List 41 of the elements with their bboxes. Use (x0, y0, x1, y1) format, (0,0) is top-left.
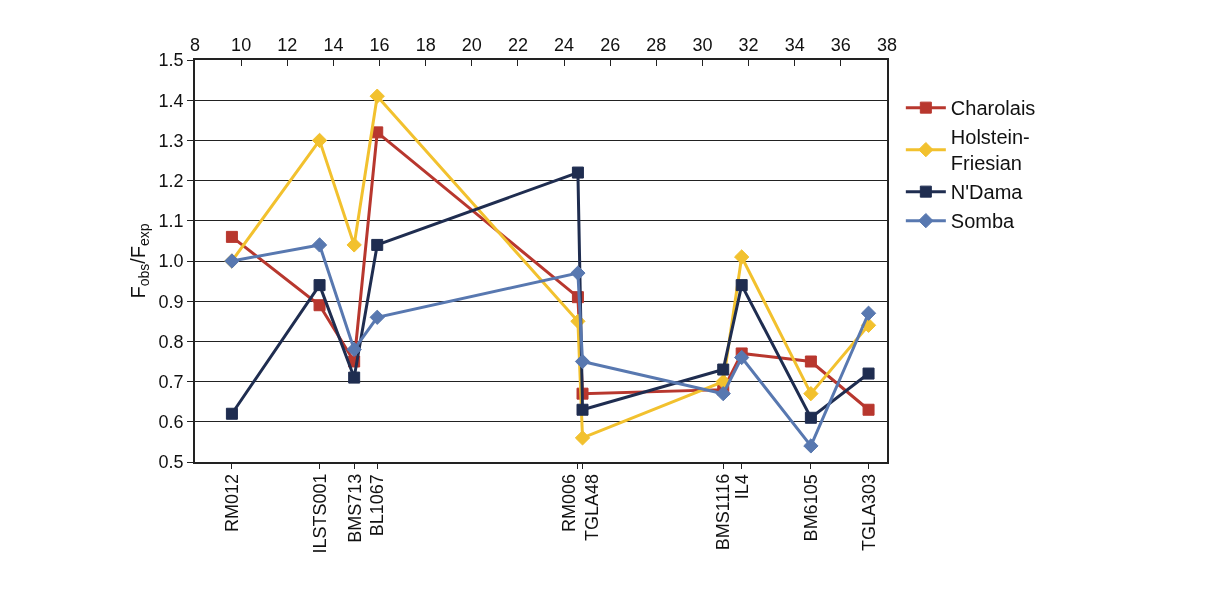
x-tick-label: 18 (415, 35, 436, 56)
annotation: ILSTS001 (309, 473, 330, 554)
y-tick-label: 1.4 (158, 90, 184, 111)
y-tick-label: 1.3 (158, 130, 184, 151)
y-tick-label: 0.8 (158, 331, 184, 352)
x-tick-label: 36 (830, 35, 851, 56)
x-tick-label: 38 (876, 35, 898, 56)
x-tick-label: 26 (600, 35, 621, 56)
annotation: BL1067 (367, 474, 388, 537)
legend-label: N'Dama (950, 181, 1024, 204)
y-tick-label: 1.1 (158, 211, 184, 232)
x-tick-label: 12 (277, 35, 298, 56)
annotation: TGLA48 (582, 473, 603, 542)
x-tick-label: 22 (507, 35, 528, 56)
annotation: BMS713 (344, 473, 365, 543)
y-tick-label: 1.0 (158, 251, 184, 272)
y-tick-label: 0.5 (158, 452, 184, 473)
y-tick-label: 0.7 (158, 371, 184, 392)
annotation: RM012 (221, 473, 242, 532)
annotation: BM6105 (801, 474, 822, 542)
legend-label: Holstein-Friesian (950, 126, 1030, 175)
y-tick-label: 0.6 (158, 412, 184, 433)
x-tick-label: 20 (461, 35, 482, 56)
x-tick-label: 34 (784, 35, 805, 56)
annotation: BMS1116 (713, 473, 734, 551)
x-tick-label: 30 (692, 35, 713, 56)
x-tick-label: 32 (738, 35, 759, 56)
legend-label: Charolais (950, 97, 1036, 120)
y-tick-label: 0.9 (158, 291, 184, 312)
annotation: IL4 (732, 474, 753, 500)
legend-label: Somba (950, 210, 1016, 233)
y-tick-label: 1.5 (158, 50, 184, 71)
annotation: RM006 (558, 473, 579, 532)
x-tick-label: 14 (323, 35, 344, 56)
x-tick-label: 8 (189, 35, 201, 56)
x-tick-label: 28 (646, 35, 667, 56)
annotation: TGLA303 (859, 474, 880, 552)
y-tick-label: 1.2 (158, 170, 184, 191)
x-tick-label: 24 (554, 35, 575, 56)
x-tick-label: 10 (231, 35, 252, 56)
x-tick-label: 16 (369, 35, 390, 56)
